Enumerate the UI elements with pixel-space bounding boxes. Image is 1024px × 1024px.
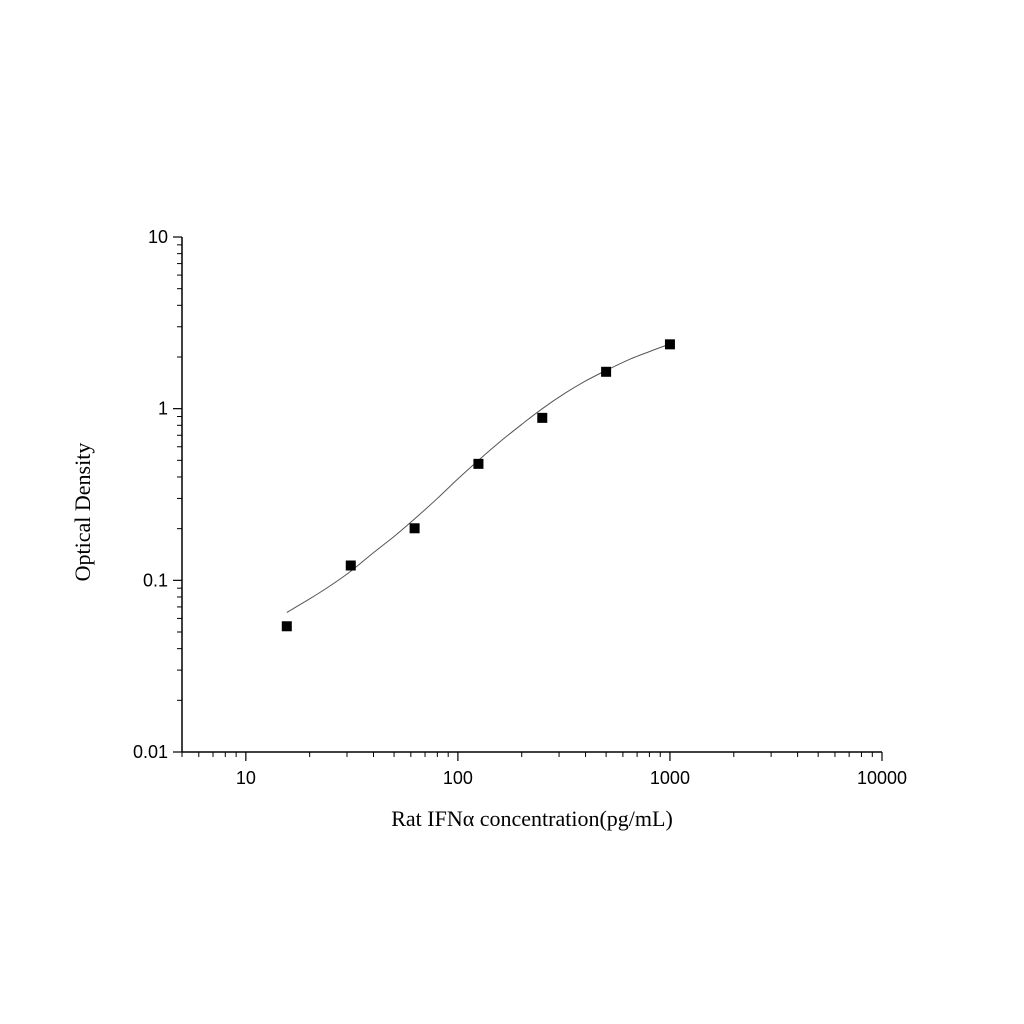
x-tick-label: 10 <box>236 768 256 788</box>
y-tick-label: 0.01 <box>133 742 168 762</box>
fit-curve-layer <box>286 343 671 613</box>
axes: 10 100 1000 10000 0.01 0.1 1 10 <box>133 227 907 788</box>
data-point <box>537 412 548 423</box>
data-point <box>601 366 612 377</box>
data-point <box>473 458 484 469</box>
data-point <box>281 621 292 632</box>
data-point <box>664 339 675 350</box>
y-tick-label: 10 <box>148 227 168 247</box>
x-tick-label: 100 <box>443 768 473 788</box>
fit-curve <box>286 343 671 613</box>
data-point <box>345 560 356 571</box>
y-axis-title: Optical Density <box>70 443 95 582</box>
data-point <box>409 523 420 534</box>
data-points-layer <box>281 339 675 632</box>
y-tick-label: 0.1 <box>143 570 168 590</box>
x-tick-label: 1000 <box>650 768 690 788</box>
x-tick-label: 10000 <box>857 768 907 788</box>
x-axis-title: Rat IFNα concentration(pg/mL) <box>391 806 673 831</box>
y-tick-label: 1 <box>158 399 168 419</box>
